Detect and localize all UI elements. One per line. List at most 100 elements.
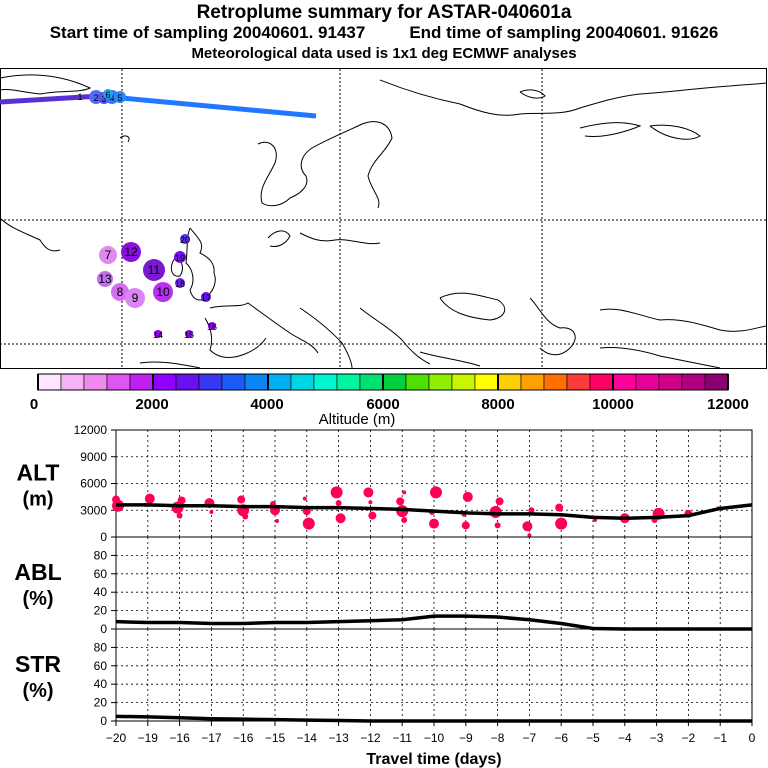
panel-abl: 0 20 40 60 80 ABL (%) (14, 536, 753, 636)
x-tick-label: −19 (138, 731, 159, 745)
x-tick-label: −5 (586, 731, 600, 745)
colorbar-tick-label: 10000 (592, 396, 634, 413)
plume-marker-20: 20 (180, 234, 190, 245)
plume-dot (201, 292, 211, 302)
panel-ylabel-unit: (%) (22, 588, 53, 610)
x-tick-label: −16 (169, 731, 190, 745)
met-data-note: Meteorological data used is 1x1 deg ECMW… (191, 45, 577, 62)
scatter-point (430, 486, 442, 499)
sampling-times: Start time of sampling 20040601. 91437 En… (0, 23, 768, 43)
x-tick-label: −7 (523, 731, 537, 745)
scatter-point (275, 518, 279, 523)
plume-label: 11 (148, 263, 161, 277)
plume-marker-9: 9 (125, 288, 145, 308)
plume-dot (121, 242, 141, 262)
scatter-point (242, 513, 249, 520)
plume-label: 9 (132, 291, 139, 305)
y-tick-label: 0 (100, 530, 107, 544)
colorbar-tick-label: 12000 (707, 396, 749, 413)
plume-dot (174, 251, 186, 263)
scatter-point (335, 500, 342, 507)
panel-ylabel: STR (15, 651, 61, 677)
y-tick-label: 80 (94, 548, 108, 562)
panel-ylabel: ABL (14, 559, 61, 585)
x-tick-label: −15 (265, 731, 286, 745)
y-tick-label: 6000 (80, 477, 107, 491)
y-tick-label: 0 (100, 714, 107, 728)
plume-dot (185, 330, 193, 338)
colorbar-tick-label: 0 (30, 396, 38, 413)
x-tick-label: −3 (650, 731, 664, 745)
plume-label: 12 (124, 245, 138, 259)
plume-dot (111, 283, 129, 301)
plume-label: 5 (117, 93, 122, 103)
start-time: Start time of sampling 20040601. 91437 (49, 23, 366, 42)
x-tick-label: −12 (360, 731, 381, 745)
scatter-point (171, 501, 184, 514)
x-tick-label: −10 (424, 731, 445, 745)
scatter-point (396, 497, 405, 506)
plume-label: 20 (180, 235, 190, 245)
plume-label: 4 (109, 93, 114, 103)
x-tick-label: −8 (491, 731, 505, 745)
scatter-point (462, 491, 473, 502)
y-tick-label: 20 (94, 696, 108, 710)
plume-dot (208, 322, 216, 330)
scatter-point (144, 493, 155, 504)
plume-label: 18 (175, 279, 185, 289)
colorbar-title: Altitude (m) (319, 411, 396, 428)
plume-label: 1 (77, 92, 82, 102)
panel-ylabel: ALT (16, 460, 59, 486)
plume-marker-12: 12 (121, 242, 141, 262)
plume-dot (125, 288, 145, 308)
plume-marker-1: 1 (77, 92, 82, 102)
plume-marker-16: 16 (207, 322, 217, 332)
scatter-point (363, 487, 374, 498)
x-tick-label: −6 (554, 731, 568, 745)
plume-path-start (0, 93, 101, 105)
scatter-point (461, 521, 470, 530)
plume-label: 2 (93, 93, 98, 103)
scatter-point (494, 522, 501, 529)
plume-label: 10 (156, 285, 170, 299)
colorbar-tick-label: 4000 (250, 396, 283, 413)
scatter-point (302, 517, 315, 530)
colorbar-tick-label: 2000 (135, 396, 168, 413)
scatter-point (495, 497, 504, 506)
map-frame (0, 68, 767, 369)
x-tick-label: −14 (297, 731, 318, 745)
plume-label: 3 (101, 94, 106, 104)
panel-ylabel-unit: (%) (22, 680, 53, 702)
panel-alt: 0 3000 6000 9000 12000 ALT (m) (16, 423, 753, 544)
x-tick-label: −20 (106, 731, 127, 745)
plume-marker-8: 8 (111, 283, 129, 301)
x-tick-label: −2 (682, 731, 696, 745)
plume-label: 14 (153, 330, 163, 340)
scatter-point (302, 496, 307, 501)
plume-dot (103, 89, 113, 99)
plume-label: 19 (175, 253, 185, 263)
panel-ylabel-unit: (m) (22, 489, 53, 511)
x-tick-label: −4 (618, 731, 632, 745)
x-tick-label: −11 (392, 731, 412, 745)
plume-dot (99, 246, 117, 264)
y-tick-label: 12000 (74, 423, 108, 437)
y-tick-label: 80 (94, 640, 108, 654)
plume-path-end (99, 93, 317, 119)
scatter-point (176, 512, 183, 519)
scatter-point (402, 490, 407, 495)
plume-dot (180, 234, 190, 244)
scatter-point (528, 507, 535, 514)
plume-label: 17 (201, 293, 211, 303)
scatter-point (527, 533, 532, 538)
series-line-str (115, 714, 752, 723)
plume-label: 8 (117, 285, 124, 299)
scatter-point (330, 486, 343, 499)
y-tick-label: 3000 (80, 503, 107, 517)
y-tick-label: 40 (94, 585, 108, 599)
scatter-point (401, 517, 408, 524)
plume-label: 15 (184, 330, 194, 340)
chart-title: Retroplume summary for ASTAR-040601a (196, 2, 572, 23)
